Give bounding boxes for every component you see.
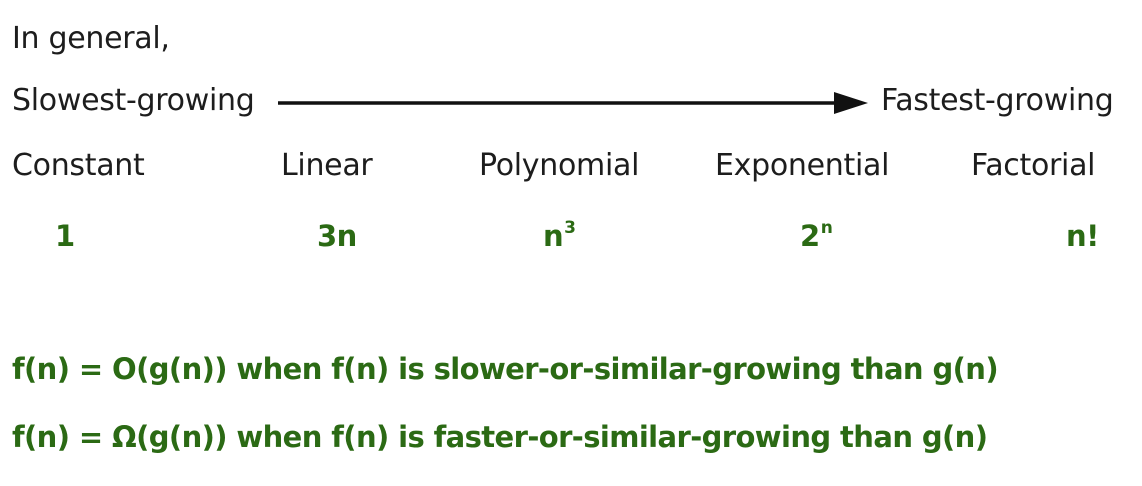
expression-exponent: 3 [564,218,576,238]
fastest-growing-label: Fastest-growing [881,83,1114,118]
big-o-definition: f(n) = O(g(n)) when f(n) is slower-or-si… [12,352,999,386]
intro-text: In general, [12,21,170,56]
expression-linear: 3n [317,222,357,251]
class-name-exponential: Exponential [715,148,890,183]
expression-base: n [543,219,564,253]
expression-base: n! [1066,219,1099,253]
slowest-growing-label: Slowest-growing [12,83,255,118]
expression-exponent: n [820,218,833,238]
class-name-linear: Linear [281,148,373,183]
expression-factorial: n! [1066,222,1099,251]
big-omega-definition: f(n) = Ω(g(n)) when f(n) is faster-or-si… [12,420,988,454]
right-arrow-icon [278,92,868,114]
expression-polynomial: n3 [543,219,576,253]
class-name-factorial: Factorial [971,148,1096,183]
class-name-constant: Constant [12,148,145,183]
expression-exponential: 2n [800,219,833,253]
expression-base: 2 [800,219,820,253]
class-name-polynomial: Polynomial [479,148,640,183]
expression-constant: 1 [55,222,75,251]
expression-base: 3n [317,219,357,253]
expression-base: 1 [55,219,75,253]
